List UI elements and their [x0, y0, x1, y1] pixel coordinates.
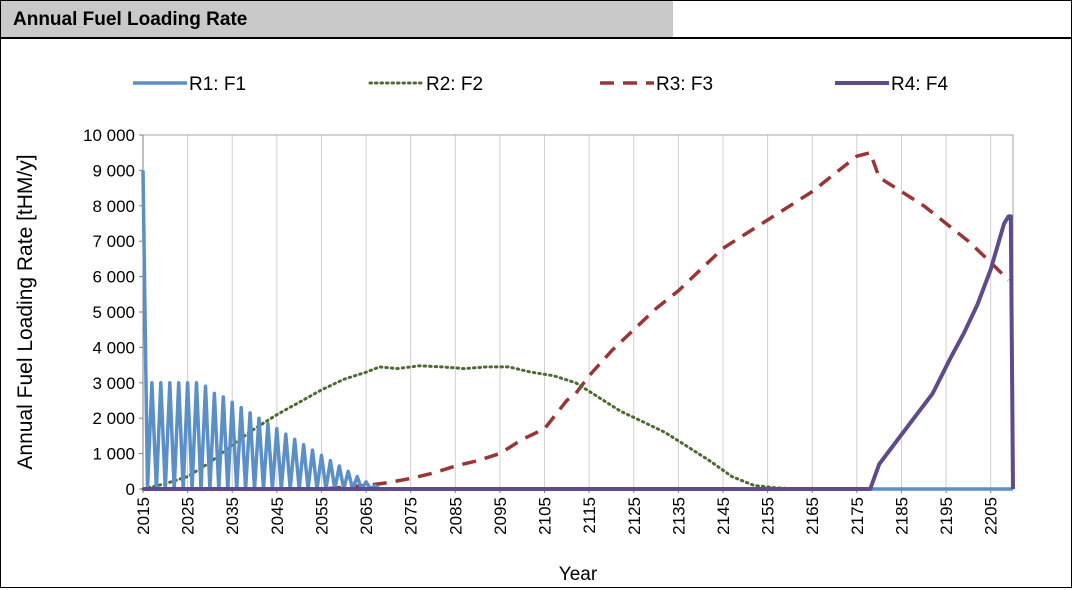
x-tick-label: 2205 [982, 497, 1001, 535]
y-tick-label: 7 000 [92, 232, 135, 251]
panel-title: Annual Fuel Loading Rate [13, 9, 248, 30]
legend-label-2: R2: F2 [426, 74, 483, 95]
x-tick-label: 2085 [446, 497, 465, 535]
x-tick-label: 2095 [491, 497, 510, 535]
x-tick-label: 2135 [669, 497, 688, 535]
series-line-1 [141, 170, 1013, 491]
y-tick-label: 8 000 [92, 197, 135, 216]
legend-label-1: R1: F1 [189, 74, 246, 95]
y-tick-label: 3 000 [92, 374, 135, 393]
y-tick-label: 6 000 [92, 268, 135, 287]
panel-title-tab: Annual Fuel Loading Rate [1, 1, 673, 37]
y-tick-label: 1 000 [92, 445, 135, 464]
y-tick-label: 4 000 [92, 338, 135, 357]
series-line-3 [143, 150, 1010, 491]
x-tick-label: 2045 [268, 497, 287, 535]
x-tick-label: 2195 [937, 497, 956, 535]
series-line-4 [143, 214, 1015, 491]
x-tick-label: 2165 [803, 497, 822, 535]
x-tick-label: 2055 [312, 497, 331, 535]
x-tick-label: 2025 [179, 497, 198, 535]
x-tick-label: 2175 [848, 497, 867, 535]
plot-area [142, 134, 1014, 490]
x-tick-label: 2115 [580, 497, 599, 534]
y-axis-title: Annual Fuel Loading Rate [tHM/y] [14, 154, 37, 469]
panel-header: Annual Fuel Loading Rate [1, 1, 1071, 39]
legend-label-3: R3: F3 [656, 74, 713, 95]
x-tick-label: 2145 [714, 497, 733, 535]
x-tick-label: 2065 [357, 497, 376, 535]
x-tick-label: 2155 [759, 497, 778, 535]
x-tick-label: 2105 [536, 497, 555, 535]
x-tick-label: 2125 [625, 497, 644, 535]
y-tick-label: 10 000 [83, 126, 135, 145]
y-tick-label: 2 000 [92, 409, 135, 428]
y-tick-label: 9 000 [92, 161, 135, 180]
x-tick-label: 2015 [134, 497, 153, 535]
x-tick-label: 2075 [402, 497, 421, 535]
x-tick-label: 2035 [223, 497, 242, 535]
x-tick-label: 2185 [892, 497, 911, 535]
legend-label-4: R4: F4 [891, 74, 948, 95]
x-axis-title: Year [559, 564, 598, 585]
y-tick-label: 0 [126, 480, 135, 499]
y-tick-label: 5 000 [92, 303, 135, 322]
